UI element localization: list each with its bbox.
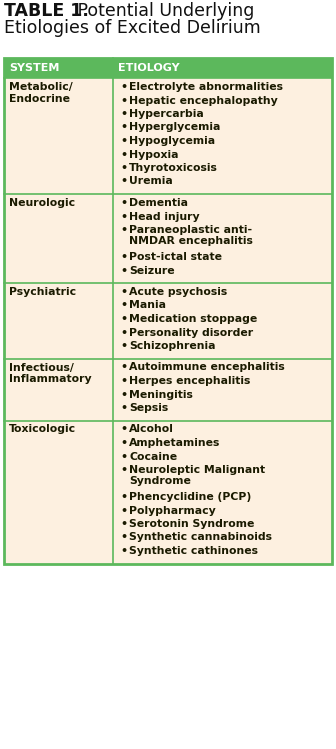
Text: •: • (120, 403, 127, 413)
Text: Dementia: Dementia (129, 198, 188, 208)
Text: •: • (120, 300, 127, 311)
Text: Head injury: Head injury (129, 211, 200, 222)
Text: •: • (120, 136, 127, 146)
Text: •: • (120, 389, 127, 399)
Text: Mania: Mania (129, 300, 166, 311)
Text: Serotonin Syndrome: Serotonin Syndrome (129, 519, 254, 529)
Text: •: • (120, 341, 127, 351)
Text: •: • (120, 363, 127, 372)
Text: Post-ictal state: Post-ictal state (129, 252, 222, 262)
Text: Etiologies of Excited Delirium: Etiologies of Excited Delirium (4, 19, 261, 37)
Text: •: • (120, 82, 127, 92)
Text: •: • (120, 492, 127, 502)
Text: SYSTEM: SYSTEM (9, 63, 59, 73)
Bar (4, 58, 332, 78)
Text: •: • (120, 287, 127, 297)
Text: •: • (120, 376, 127, 386)
Text: Acute psychosis: Acute psychosis (129, 287, 227, 297)
Text: •: • (120, 546, 127, 556)
Text: •: • (120, 252, 127, 262)
Text: •: • (120, 533, 127, 542)
Text: Paraneoplastic anti-
NMDAR encephalitis: Paraneoplastic anti- NMDAR encephalitis (129, 225, 253, 246)
Text: Synthetic cannabinoids: Synthetic cannabinoids (129, 533, 272, 542)
Text: Potential Underlying: Potential Underlying (72, 2, 254, 20)
Text: Psychiatric: Psychiatric (9, 287, 76, 297)
Text: Herpes encephalitis: Herpes encephalitis (129, 376, 250, 386)
Text: Polypharmacy: Polypharmacy (129, 506, 216, 515)
Text: •: • (120, 519, 127, 529)
Text: Infectious/
Inflammatory: Infectious/ Inflammatory (9, 363, 92, 384)
Text: TABLE 1.: TABLE 1. (4, 2, 89, 20)
Text: Personality disorder: Personality disorder (129, 327, 253, 338)
Text: Thyrotoxicosis: Thyrotoxicosis (129, 163, 218, 173)
Text: Electrolyte abnormalities: Electrolyte abnormalities (129, 82, 283, 92)
Text: Hypoglycemia: Hypoglycemia (129, 136, 215, 146)
Text: Neurologic: Neurologic (9, 198, 75, 208)
Text: Meningitis: Meningitis (129, 389, 193, 399)
Text: Sepsis: Sepsis (129, 403, 168, 413)
Text: ETIOLOGY: ETIOLOGY (118, 63, 180, 73)
Text: •: • (120, 198, 127, 208)
Text: •: • (120, 438, 127, 448)
Text: •: • (120, 452, 127, 461)
Text: Alcohol: Alcohol (129, 425, 174, 434)
Text: Medication stoppage: Medication stoppage (129, 314, 257, 324)
Text: •: • (120, 211, 127, 222)
Text: Schizophrenia: Schizophrenia (129, 341, 215, 351)
Text: Metabolic/
Endocrine: Metabolic/ Endocrine (9, 82, 73, 103)
Text: •: • (120, 150, 127, 160)
Text: •: • (120, 265, 127, 276)
Text: Hypoxia: Hypoxia (129, 150, 178, 160)
Text: •: • (120, 96, 127, 106)
Bar (4, 58, 332, 563)
Text: Hyperglycemia: Hyperglycemia (129, 123, 220, 133)
Text: •: • (120, 163, 127, 173)
Text: •: • (120, 225, 127, 235)
Text: Autoimmune encephalitis: Autoimmune encephalitis (129, 363, 285, 372)
Text: Toxicologic: Toxicologic (9, 425, 76, 434)
Text: Hepatic encephalopathy: Hepatic encephalopathy (129, 96, 278, 106)
Text: Synthetic cathinones: Synthetic cathinones (129, 546, 258, 556)
Text: •: • (120, 327, 127, 338)
Text: Neuroleptic Malignant
Syndrome: Neuroleptic Malignant Syndrome (129, 465, 265, 486)
Text: Seizure: Seizure (129, 265, 175, 276)
Text: •: • (120, 506, 127, 515)
Bar (4, 58, 332, 563)
Text: •: • (120, 123, 127, 133)
Text: Uremia: Uremia (129, 177, 173, 187)
Text: Phencyclidine (PCP): Phencyclidine (PCP) (129, 492, 251, 502)
Text: Amphetamines: Amphetamines (129, 438, 220, 448)
Text: •: • (120, 425, 127, 434)
Text: •: • (120, 109, 127, 119)
Text: Cocaine: Cocaine (129, 452, 177, 461)
Text: •: • (120, 314, 127, 324)
Text: Hypercarbia: Hypercarbia (129, 109, 204, 119)
Text: •: • (120, 177, 127, 187)
Text: •: • (120, 465, 127, 475)
